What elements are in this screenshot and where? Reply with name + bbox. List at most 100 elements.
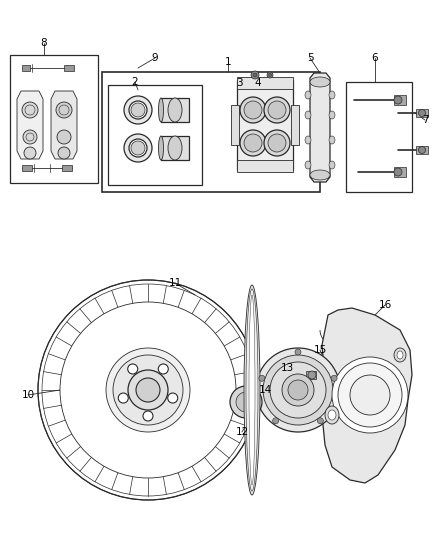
Ellipse shape	[310, 170, 330, 180]
Bar	[62, 165, 72, 171]
Ellipse shape	[131, 141, 145, 155]
Circle shape	[38, 280, 258, 500]
Circle shape	[263, 355, 333, 425]
Ellipse shape	[328, 410, 336, 420]
Bar	[394, 167, 406, 177]
Ellipse shape	[397, 351, 403, 359]
Bar	[108, 85, 202, 185]
Bar	[291, 105, 299, 145]
Bar	[346, 82, 412, 192]
Circle shape	[264, 97, 290, 123]
Circle shape	[230, 386, 262, 418]
Circle shape	[244, 101, 262, 119]
Circle shape	[332, 357, 408, 433]
Circle shape	[256, 348, 340, 432]
Text: 4: 4	[254, 78, 261, 88]
Ellipse shape	[246, 289, 258, 491]
Polygon shape	[17, 91, 43, 159]
Ellipse shape	[244, 285, 260, 495]
Circle shape	[288, 380, 308, 400]
Ellipse shape	[329, 111, 335, 119]
Circle shape	[113, 355, 183, 425]
Text: 10: 10	[21, 390, 35, 400]
Ellipse shape	[329, 161, 335, 169]
Circle shape	[253, 73, 257, 77]
Bar	[22, 165, 32, 171]
Bar	[161, 98, 189, 122]
Circle shape	[270, 362, 326, 418]
Bar	[237, 77, 293, 89]
Ellipse shape	[305, 136, 311, 144]
Ellipse shape	[129, 139, 147, 157]
Circle shape	[106, 348, 190, 432]
Circle shape	[22, 102, 38, 118]
Bar	[231, 105, 239, 145]
Ellipse shape	[305, 111, 311, 119]
Circle shape	[128, 370, 168, 410]
Circle shape	[268, 101, 286, 119]
Ellipse shape	[305, 161, 311, 169]
Bar	[394, 95, 406, 105]
Ellipse shape	[124, 96, 152, 124]
Polygon shape	[310, 73, 330, 182]
Circle shape	[58, 147, 70, 159]
Bar	[161, 136, 189, 160]
Polygon shape	[322, 308, 412, 483]
Circle shape	[295, 349, 301, 355]
Polygon shape	[237, 80, 293, 170]
Circle shape	[273, 418, 279, 424]
Circle shape	[57, 130, 71, 144]
Ellipse shape	[305, 91, 311, 99]
Ellipse shape	[418, 109, 425, 117]
Ellipse shape	[325, 406, 339, 424]
Bar	[416, 146, 428, 154]
Circle shape	[158, 364, 168, 374]
Bar	[102, 72, 320, 192]
Circle shape	[318, 418, 323, 424]
Ellipse shape	[394, 348, 406, 362]
Text: 14: 14	[258, 385, 272, 395]
Circle shape	[168, 393, 178, 403]
Text: 6: 6	[372, 53, 378, 63]
Ellipse shape	[131, 103, 145, 117]
Ellipse shape	[310, 77, 330, 87]
Circle shape	[350, 375, 390, 415]
Bar	[237, 80, 293, 170]
Bar	[22, 65, 30, 71]
Ellipse shape	[168, 136, 182, 160]
Circle shape	[267, 72, 273, 78]
Circle shape	[251, 71, 259, 79]
Bar	[64, 65, 74, 71]
Circle shape	[264, 130, 290, 156]
Text: 1: 1	[225, 57, 231, 67]
Ellipse shape	[394, 96, 402, 104]
Circle shape	[282, 374, 314, 406]
Circle shape	[240, 97, 266, 123]
Ellipse shape	[418, 147, 425, 154]
Circle shape	[24, 147, 36, 159]
Text: 3: 3	[236, 78, 242, 88]
Ellipse shape	[129, 101, 147, 119]
Circle shape	[268, 74, 272, 77]
Ellipse shape	[329, 136, 335, 144]
Circle shape	[118, 393, 128, 403]
Circle shape	[23, 130, 37, 144]
Ellipse shape	[329, 91, 335, 99]
Circle shape	[56, 102, 72, 118]
Ellipse shape	[308, 371, 316, 379]
Bar	[10, 55, 98, 183]
Circle shape	[331, 375, 337, 381]
Text: 11: 11	[168, 278, 182, 288]
Circle shape	[136, 378, 160, 402]
Text: 12: 12	[235, 427, 249, 437]
Bar	[237, 160, 293, 172]
Ellipse shape	[124, 134, 152, 162]
Text: 9: 9	[152, 53, 158, 63]
Circle shape	[244, 134, 262, 152]
Text: 8: 8	[41, 38, 47, 48]
Ellipse shape	[159, 136, 163, 160]
Text: 16: 16	[378, 300, 392, 310]
Ellipse shape	[168, 98, 182, 122]
Polygon shape	[51, 91, 77, 159]
Bar	[306, 371, 316, 379]
